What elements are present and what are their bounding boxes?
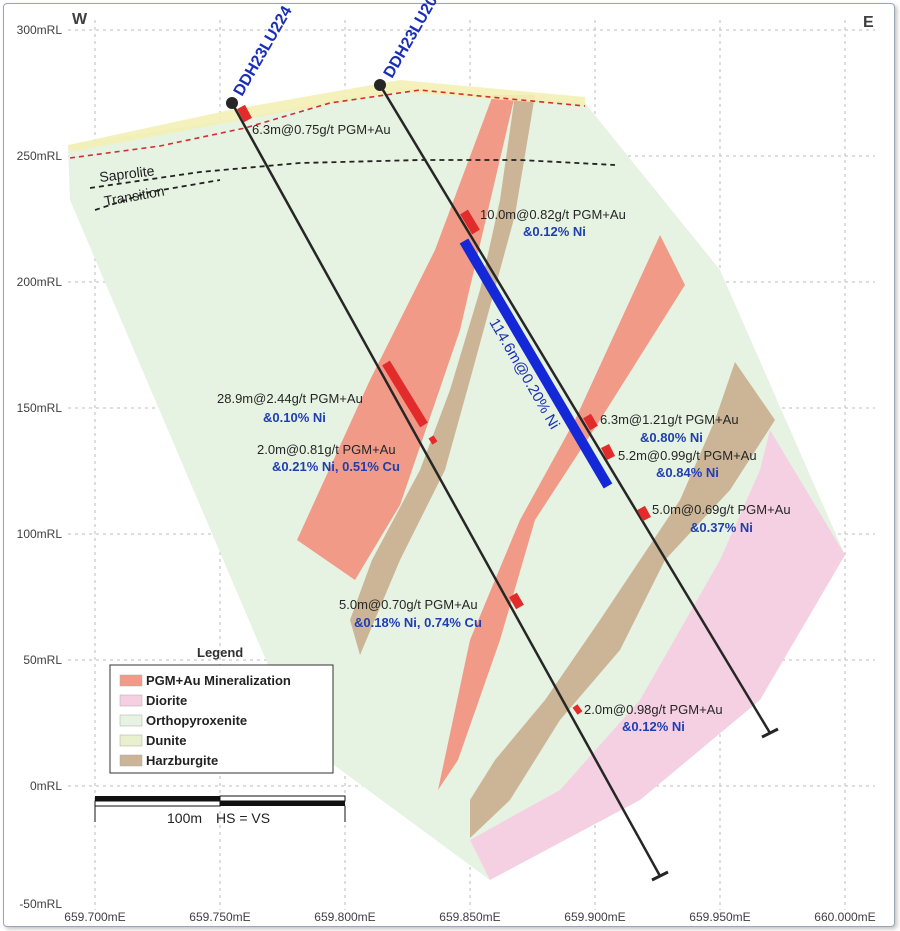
intercept-9-ni: &0.12% Ni bbox=[622, 719, 685, 734]
collar-ddh23lu202 bbox=[374, 79, 386, 91]
y-tick-label: -50mRL bbox=[19, 897, 62, 911]
base-of-oxidation-line bbox=[69, 89, 586, 159]
legend-label-harzburgite: Harzburgite bbox=[146, 753, 218, 768]
legend-box bbox=[109, 664, 334, 774]
legend-swatch-pgm bbox=[119, 674, 143, 687]
intercept-marker-7 bbox=[637, 505, 651, 522]
dunite-surface bbox=[68, 80, 585, 152]
intercept-1-grade: 6.3m@0.75g/t PGM+Au bbox=[252, 122, 391, 137]
y-tick-label: 50mRL bbox=[23, 653, 62, 667]
intercept-marker-2 bbox=[460, 209, 480, 235]
intercept-marker-5 bbox=[583, 413, 598, 431]
legend-title: Legend bbox=[197, 645, 243, 660]
y-tick-label: 0mRL bbox=[30, 779, 62, 793]
harzburgite-band-west bbox=[350, 95, 535, 655]
legend-label-dunite: Dunite bbox=[146, 733, 186, 748]
intercept-6-grade: 5.2m@0.99g/t PGM+Au bbox=[618, 448, 757, 463]
intercept-4-ni-cu: &0.21% Ni, 0.51% Cu bbox=[272, 459, 400, 474]
intercept-5-ni: &0.80% Ni bbox=[640, 430, 703, 445]
pgm-band-west bbox=[297, 95, 515, 580]
x-tick-label: 660.000mE bbox=[814, 910, 875, 924]
drillhole-end-cap-ddh23lu202 bbox=[761, 727, 779, 739]
west-label: W bbox=[72, 11, 88, 28]
intercept-2-ni: &0.12% Ni bbox=[523, 224, 586, 239]
intercept-9-grade: 2.0m@0.98g/t PGM+Au bbox=[584, 702, 723, 717]
scale-label: 100m bbox=[167, 810, 202, 826]
intercept-2-grade: 10.0m@0.82g/t PGM+Au bbox=[480, 207, 626, 222]
x-tick-label: 659.950mE bbox=[689, 910, 750, 924]
saprolite-label: Saprolite bbox=[98, 162, 155, 185]
legend-swatch-harzburgite bbox=[119, 754, 143, 767]
pgm-band-central bbox=[438, 235, 685, 790]
legend-label-diorite: Diorite bbox=[146, 693, 187, 708]
drillhole-trace-ddh23lu202 bbox=[378, 84, 772, 734]
legend-swatch-orthopyroxenite bbox=[119, 714, 143, 727]
legend-label-orthopyroxenite: Orthopyroxenite bbox=[146, 713, 247, 728]
diorite-body bbox=[470, 430, 845, 880]
intercept-5-grade: 6.3m@1.21g/t PGM+Au bbox=[600, 412, 739, 427]
x-tick-label: 659.800mE bbox=[314, 910, 375, 924]
intercept-marker-1 bbox=[237, 104, 252, 123]
y-axis-ticks: 300mRL 250mRL 200mRL 150mRL 100mRL 50mRL… bbox=[17, 23, 63, 911]
scale-bar: 100m HS = VS bbox=[94, 795, 346, 826]
drillhole-label-ddh23lu224: DDH23LU224 bbox=[231, 3, 296, 99]
intercept-marker-6 bbox=[600, 443, 616, 461]
legend-swatch-dunite bbox=[119, 734, 143, 747]
intercept-marker-9 bbox=[572, 704, 583, 715]
y-tick-label: 300mRL bbox=[17, 23, 63, 37]
x-tick-label: 659.750mE bbox=[189, 910, 250, 924]
x-axis-ticks: 659.700mE 659.750mE 659.800mE 659.850mE … bbox=[64, 910, 875, 924]
intercept-4-grade: 2.0m@0.81g/t PGM+Au bbox=[257, 442, 396, 457]
transition-boundary-line bbox=[94, 179, 221, 211]
y-tick-label: 150mRL bbox=[17, 401, 63, 415]
legend: Legend PGM+Au Mineralization Diorite Ort… bbox=[109, 645, 334, 774]
intercept-7-grade: 5.0m@0.69g/t PGM+Au bbox=[652, 502, 791, 517]
intercept-8-grade: 5.0m@0.70g/t PGM+Au bbox=[339, 597, 478, 612]
intercept-markers bbox=[237, 104, 651, 715]
intercept-annotations: 6.3m@0.75g/t PGM+Au 10.0m@0.82g/t PGM+Au… bbox=[217, 122, 791, 734]
saprolite-boundary-line bbox=[89, 159, 616, 189]
scale-note: HS = VS bbox=[216, 810, 270, 826]
intercept-3-grade: 28.9m@2.44g/t PGM+Au bbox=[217, 391, 363, 406]
intercept-marker-8 bbox=[509, 592, 524, 610]
x-tick-label: 659.850mE bbox=[439, 910, 500, 924]
x-tick-label: 659.700mE bbox=[64, 910, 125, 924]
intercept-marker-3 bbox=[382, 360, 428, 428]
ni-intercept-bar bbox=[459, 238, 613, 489]
y-tick-label: 200mRL bbox=[17, 275, 63, 289]
x-tick-label: 659.900mE bbox=[564, 910, 625, 924]
harzburgite-band-east bbox=[470, 362, 775, 838]
east-label: E bbox=[863, 14, 874, 31]
legend-swatch-diorite bbox=[119, 694, 143, 707]
drillhole-trace-ddh23lu224 bbox=[230, 102, 662, 877]
drillhole-end-cap-ddh23lu224 bbox=[651, 870, 669, 882]
legend-label-pgm: PGM+Au Mineralization bbox=[146, 673, 291, 688]
drillhole-label-ddh23lu202: DDH23LU202 bbox=[381, 0, 446, 81]
y-tick-label: 250mRL bbox=[17, 149, 63, 163]
intercept-marker-4 bbox=[428, 435, 438, 445]
intercept-6-ni: &0.84% Ni bbox=[656, 465, 719, 480]
intercept-8-ni-cu: &0.18% Ni, 0.74% Cu bbox=[354, 615, 482, 630]
intercept-7-ni: &0.37% Ni bbox=[690, 520, 753, 535]
y-tick-label: 100mRL bbox=[17, 527, 63, 541]
collar-ddh23lu224 bbox=[226, 97, 238, 109]
intercept-3-ni: &0.10% Ni bbox=[263, 410, 326, 425]
figure-frame bbox=[3, 3, 895, 927]
